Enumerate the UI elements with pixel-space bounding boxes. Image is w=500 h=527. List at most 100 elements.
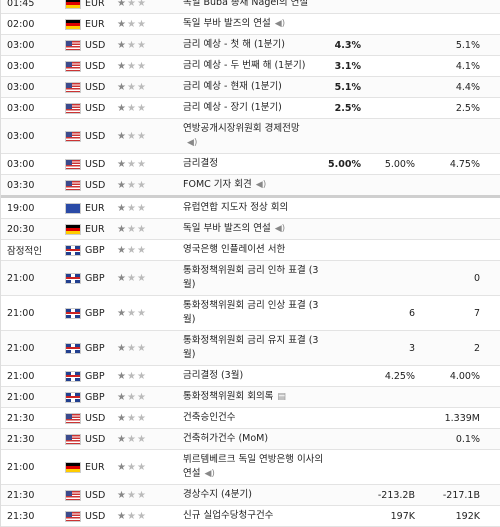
event-cell: 독일 부바 발즈의 연설 ◀) — [183, 14, 325, 34]
event-row[interactable]: 21:00 GBP ★★★ 금리결정 (3월) 4.25% 4.00% — [1, 366, 500, 387]
previous: 192K — [455, 510, 480, 522]
flag — [65, 272, 81, 284]
event-name[interactable]: 독일 부바 발즈의 연설 — [183, 18, 271, 29]
event-cell: 금리 예상 - 첫 해 (1분기) — [183, 35, 325, 55]
event-row[interactable]: 21:30 USD ★★★ 경상수지 (4분기) -213.2B -217.1B — [1, 485, 500, 506]
event-name[interactable]: 신규 실업수당청구건수 — [183, 510, 274, 521]
previous: 5.1% — [455, 39, 480, 51]
event-row[interactable]: 21:30 USD ★★★ 건축허가건수 (MoM) 0.1% — [1, 429, 500, 450]
flag — [65, 158, 81, 170]
event-row[interactable]: 01:45 EUR ★★★ 독일 Buba 총재 Nagel의 연설 — [1, 0, 500, 14]
currency: USD — [85, 102, 106, 114]
event-name[interactable]: 독일 Buba 총재 Nagel의 연설 — [183, 0, 309, 8]
star: ★ — [126, 370, 137, 382]
event-row[interactable]: 03:30 USD ★★★ FOMC 기자 회견 ◀) — [1, 175, 500, 198]
event-row[interactable]: 19:00 EUR ★★★ 유럽연합 지도자 정상 회의 — [1, 198, 500, 219]
star: ★ — [117, 342, 127, 354]
star: ★ — [126, 179, 137, 191]
forecast: 3 — [408, 342, 415, 354]
event-cell: 금리 예상 - 두 번째 해 (1분기) — [183, 56, 325, 76]
star: ★ — [136, 158, 147, 170]
event-cell: 연방공개시장위원회 경제전망 ◀) — [183, 119, 325, 153]
forecast: -213.2B — [377, 489, 415, 501]
event-cell: 통화정책위원회 회의록 ▤ — [183, 387, 325, 407]
event-name[interactable]: 영국은행 인플레이션 서한 — [183, 244, 286, 255]
event-row[interactable]: 02:00 EUR ★★★ 독일 부바 발즈의 연설 ◀) — [1, 14, 500, 35]
event-name[interactable]: 독일 부바 발즈의 연설 — [183, 223, 271, 234]
event-name[interactable]: 금리 예상 - 두 번째 해 (1분기) — [183, 60, 306, 71]
event-row[interactable]: 21:30 USD ★★★ 건축승인건수 1.339M — [1, 408, 500, 429]
star: ★ — [117, 391, 127, 403]
time: 21:00 — [7, 307, 35, 319]
flag — [65, 0, 81, 9]
star: ★ — [117, 433, 127, 445]
event-row[interactable]: 잠정적인 GBP ★★★ 영국은행 인플레이션 서한 — [1, 240, 500, 261]
event-cell: 통화정책위원회 금리 유지 표결 (3월) — [183, 331, 325, 365]
event-name[interactable]: 경상수지 (4분기) — [183, 489, 252, 500]
event-name[interactable]: 금리 예상 - 첫 해 (1분기) — [183, 39, 285, 50]
event-row[interactable]: 21:00 GBP ★★★ 통화정책위원회 금리 인하 표결 (3월) 0 — [1, 261, 500, 296]
currency: EUR — [85, 0, 105, 9]
event-row[interactable]: 21:00 GBP ★★★ 통화정책위원회 금리 인상 표결 (3월) 6 7 — [1, 296, 500, 331]
time: 21:30 — [7, 510, 35, 522]
currency: EUR — [85, 18, 105, 30]
currency: GBP — [85, 272, 105, 284]
event-name[interactable]: 통화정책위원회 회의록 — [183, 391, 274, 402]
event-name[interactable]: 금리결정 — [183, 158, 218, 169]
flag — [65, 130, 81, 142]
currency: GBP — [85, 391, 105, 403]
event-name[interactable]: 금리 예상 - 장기 (1분기) — [183, 102, 282, 113]
event-row[interactable]: 20:30 EUR ★★★ 독일 부바 발즈의 연설 ◀) — [1, 219, 500, 240]
event-name[interactable]: 금리 예상 - 현재 (1분기) — [183, 81, 282, 92]
event-icon: ◀) — [274, 19, 286, 29]
event-name[interactable]: 통화정책위원회 금리 인하 표결 (3월) — [183, 265, 319, 290]
star: ★ — [126, 81, 137, 93]
event-name[interactable]: 통화정책위원회 금리 인상 표결 (3월) — [183, 300, 319, 325]
event-name[interactable]: FOMC 기자 회견 — [183, 179, 252, 190]
currency: GBP — [85, 307, 105, 319]
event-row[interactable]: 21:30 USD ★★★ 신규 실업수당청구건수 197K 192K — [1, 506, 500, 527]
event-row[interactable]: 03:00 USD ★★★ 연방공개시장위원회 경제전망 ◀) — [1, 119, 500, 154]
currency: EUR — [85, 461, 105, 473]
event-row[interactable]: 03:00 USD ★★★ 금리 예상 - 현재 (1분기) 5.1% 4.4% — [1, 77, 500, 98]
flag — [65, 461, 81, 473]
star: ★ — [126, 307, 137, 319]
time: 01:45 — [7, 0, 35, 9]
star: ★ — [136, 202, 147, 214]
event-name[interactable]: 뷔르템베르크 독일 연방은행 이사의 연설 — [183, 454, 324, 479]
currency: USD — [85, 158, 106, 170]
previous: 4.00% — [449, 370, 480, 382]
event-row[interactable]: 03:00 USD ★★★ 금리결정 5.00% 5.00% 4.75% — [1, 154, 500, 175]
event-row[interactable]: 03:00 USD ★★★ 금리 예상 - 첫 해 (1분기) 4.3% 5.1% — [1, 35, 500, 56]
forecast: 4.25% — [384, 370, 415, 382]
star: ★ — [126, 272, 137, 284]
star: ★ — [136, 130, 147, 142]
event-name[interactable]: 건축허가건수 (MoM) — [183, 433, 269, 444]
event-name[interactable]: 건축승인건수 — [183, 412, 236, 423]
currency: USD — [85, 130, 106, 142]
star: ★ — [117, 202, 127, 214]
time: 03:30 — [7, 179, 35, 191]
event-name[interactable]: 연방공개시장위원회 경제전망 — [183, 123, 300, 134]
flag — [65, 179, 81, 191]
flag — [65, 307, 81, 319]
previous: 4.4% — [455, 81, 480, 93]
time: 잠정적인 — [7, 246, 42, 257]
time: 21:00 — [7, 272, 35, 284]
importance-stars: ★★★ — [117, 131, 183, 142]
event-row[interactable]: 21:00 GBP ★★★ 통화정책위원회 금리 유지 표결 (3월) 3 2 — [1, 331, 500, 366]
event-name[interactable]: 통화정책위원회 금리 유지 표결 (3월) — [183, 335, 319, 360]
event-row[interactable]: 21:00 GBP ★★★ 통화정책위원회 회의록 ▤ — [1, 387, 500, 408]
event-name[interactable]: 유럽연합 지도자 정상 회의 — [183, 202, 289, 213]
star: ★ — [136, 272, 147, 284]
flag — [65, 18, 81, 30]
event-row[interactable]: 03:00 USD ★★★ 금리 예상 - 두 번째 해 (1분기) 3.1% 4.1% — [1, 56, 500, 77]
event-cell: 유럽연합 지도자 정상 회의 — [183, 198, 325, 218]
importance-stars: ★★★ — [117, 40, 183, 51]
event-row[interactable]: 03:00 USD ★★★ 금리 예상 - 장기 (1분기) 2.5% 2.5% — [1, 98, 500, 119]
event-row[interactable]: 21:00 EUR ★★★ 뷔르템베르크 독일 연방은행 이사의 연설 ◀) — [1, 450, 500, 485]
star: ★ — [126, 158, 137, 170]
event-name[interactable]: 금리결정 (3월) — [183, 370, 244, 381]
importance-stars: ★★★ — [117, 343, 183, 354]
